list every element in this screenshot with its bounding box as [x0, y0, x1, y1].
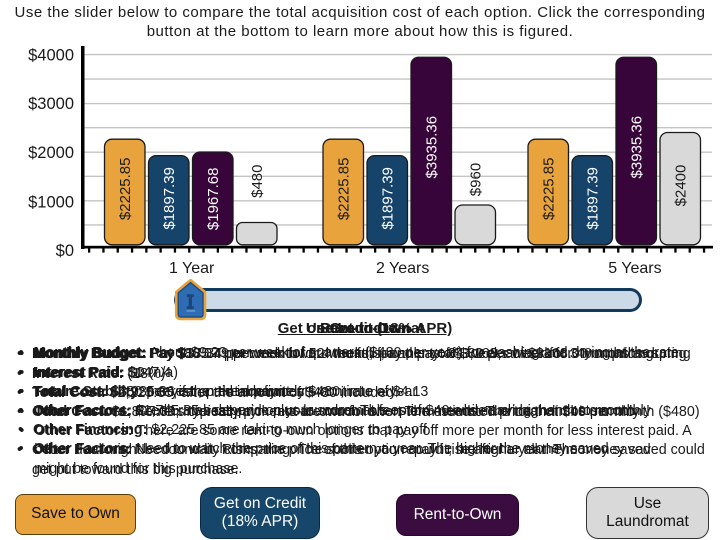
svg-text:$480: $480 — [249, 165, 266, 198]
svg-text:$2400: $2400 — [673, 165, 690, 207]
svg-text:$1897.39: $1897.39 — [161, 167, 178, 230]
svg-text:$960: $960 — [468, 163, 485, 196]
svg-text:$2225.85: $2225.85 — [336, 158, 353, 221]
svg-text:$1897.39: $1897.39 — [585, 167, 602, 230]
svg-text:$3935.36: $3935.36 — [424, 116, 441, 179]
svg-text:5 Years: 5 Years — [608, 260, 661, 277]
svg-text:$3000: $3000 — [28, 95, 74, 113]
svg-text:$3935.36: $3935.36 — [629, 116, 646, 179]
svg-text:1 Year: 1 Year — [169, 260, 215, 277]
svg-text:$2225.85: $2225.85 — [117, 158, 134, 221]
svg-text:$1967.68: $1967.68 — [205, 168, 222, 231]
svg-text:$2225.85: $2225.85 — [541, 158, 558, 221]
svg-text:$4000: $4000 — [28, 47, 74, 65]
svg-text:$1000: $1000 — [28, 193, 74, 211]
svg-text:$0: $0 — [56, 242, 74, 260]
svg-text:$1897.39: $1897.39 — [380, 167, 397, 230]
svg-text:$2000: $2000 — [28, 144, 74, 162]
svg-text:2 Years: 2 Years — [376, 260, 429, 277]
